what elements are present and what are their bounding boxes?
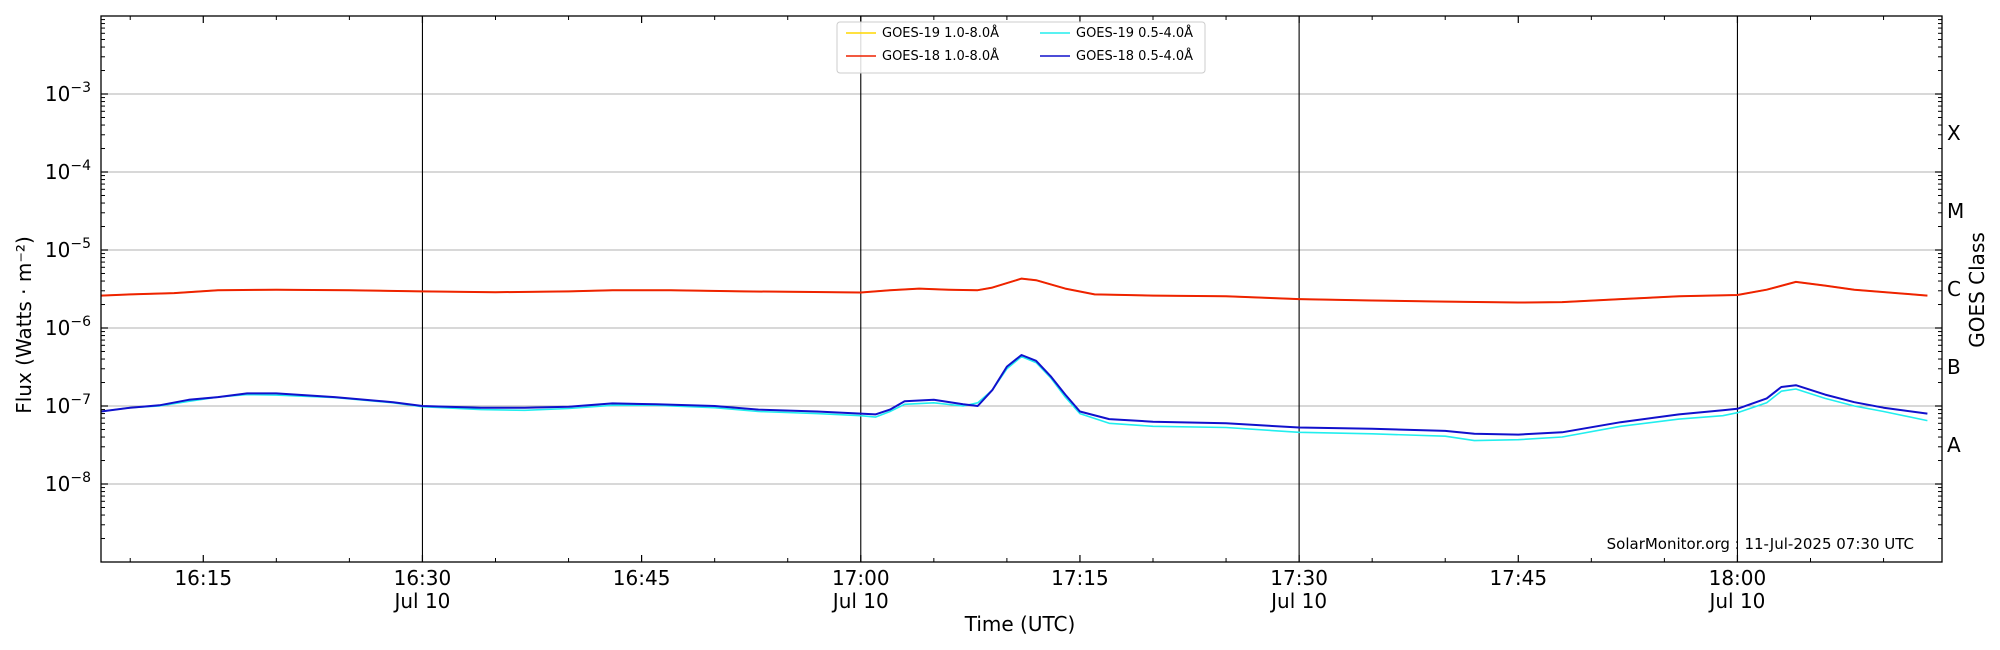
plot-frame [100, 15, 1943, 563]
x-tick-label: 16:30 [394, 566, 452, 590]
x-tick-label: 16:15 [174, 566, 232, 590]
legend-box [836, 21, 1206, 74]
goes-class-label: X [1947, 121, 1961, 145]
series-line [100, 277, 1928, 304]
series-layer [100, 277, 1928, 442]
legend-label: GOES-18 1.0-8.0Å [882, 48, 999, 64]
x-tick-label: 17:15 [1051, 566, 1109, 590]
source-annotation: SolarMonitor.org : 11-Jul-2025 07:30 UTC [1607, 535, 1914, 553]
x-tick-label: 16:45 [613, 566, 671, 590]
goes-class-label: M [1947, 199, 1964, 223]
x-tick-date-label: Jul 10 [831, 589, 889, 613]
x-tick-label: 17:30 [1270, 566, 1328, 590]
series-line [100, 355, 1928, 442]
x-tick-label: 17:00 [832, 566, 890, 590]
series-line [100, 354, 1928, 436]
x-tick-date-label: Jul 10 [1269, 589, 1327, 613]
y-tick-label: 10−5 [45, 236, 91, 262]
goes-class-label: A [1947, 433, 1961, 457]
x-tick-date-label: Jul 10 [1707, 589, 1765, 613]
y-tick-label: 10−4 [45, 158, 91, 184]
y-tick-label: 10−6 [45, 314, 91, 340]
goes-class-label: C [1947, 277, 1961, 301]
x-tick-date-label: Jul 10 [392, 589, 450, 613]
x-tick-label: 17:45 [1489, 566, 1547, 590]
legend-label: GOES-19 0.5-4.0Å [1076, 25, 1193, 41]
legend: GOES-19 1.0-8.0Å GOES-18 1.0-8.0Å GOES-19 … [836, 21, 1206, 74]
ticks-layer [101, 16, 1942, 562]
y-axis-title: Flux (Watts · m⁻²) [12, 236, 36, 414]
y-tick-label: 10−8 [45, 470, 91, 496]
grid-layer [101, 16, 1942, 562]
legend-label: GOES-19 1.0-8.0Å [882, 25, 999, 41]
x-axis-title: Time (UTC) [964, 612, 1076, 636]
legend-label: GOES-18 0.5-4.0Å [1076, 48, 1193, 64]
y-tick-label: 10−7 [45, 392, 91, 418]
y-tick-label: 10−3 [45, 80, 91, 106]
goes-class-label: B [1947, 355, 1961, 379]
x-tick-label: 18:00 [1709, 566, 1767, 590]
goes-class-axis-title: GOES Class [1965, 232, 1989, 348]
